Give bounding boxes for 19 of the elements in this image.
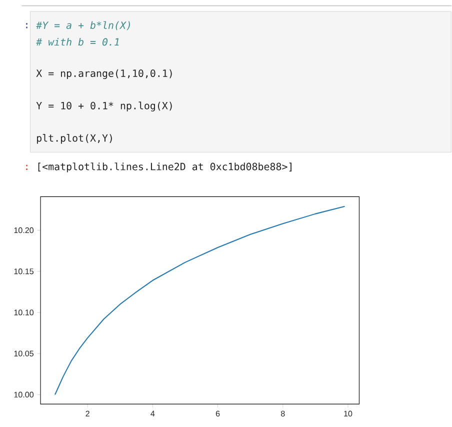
- line-series: [54, 206, 346, 396]
- x-tick-label: 4: [150, 410, 155, 416]
- x-tick-label: 10: [344, 410, 352, 416]
- text: plt.plot(X,Y): [37, 134, 112, 144]
- y-tick-label: 10.10: [14, 310, 34, 316]
- x-tick-label: 8: [280, 410, 285, 416]
- x-tick-label: 6: [216, 410, 220, 416]
- text: #Y = a + b*ln(X): [36, 21, 130, 30]
- y-tick-label: 10.05: [14, 350, 34, 356]
- text: [<matplotlib.lines.Line2D at 0xc1bd08be88>]: [38, 162, 292, 172]
- y-tick-label: 10.00: [14, 392, 34, 398]
- text: X = np.arange(1,10,0.1): [36, 69, 172, 79]
- text: Y = 10 + 0.1* np.log(X): [36, 102, 172, 112]
- text: # with b = 0.1: [36, 38, 119, 46]
- y-tick-label: 10.15: [14, 268, 34, 274]
- y-tick-label: 10.20: [14, 227, 34, 234]
- text: :: [26, 164, 28, 170]
- x-tick-label: 2: [86, 410, 90, 416]
- text: :: [26, 23, 28, 28]
